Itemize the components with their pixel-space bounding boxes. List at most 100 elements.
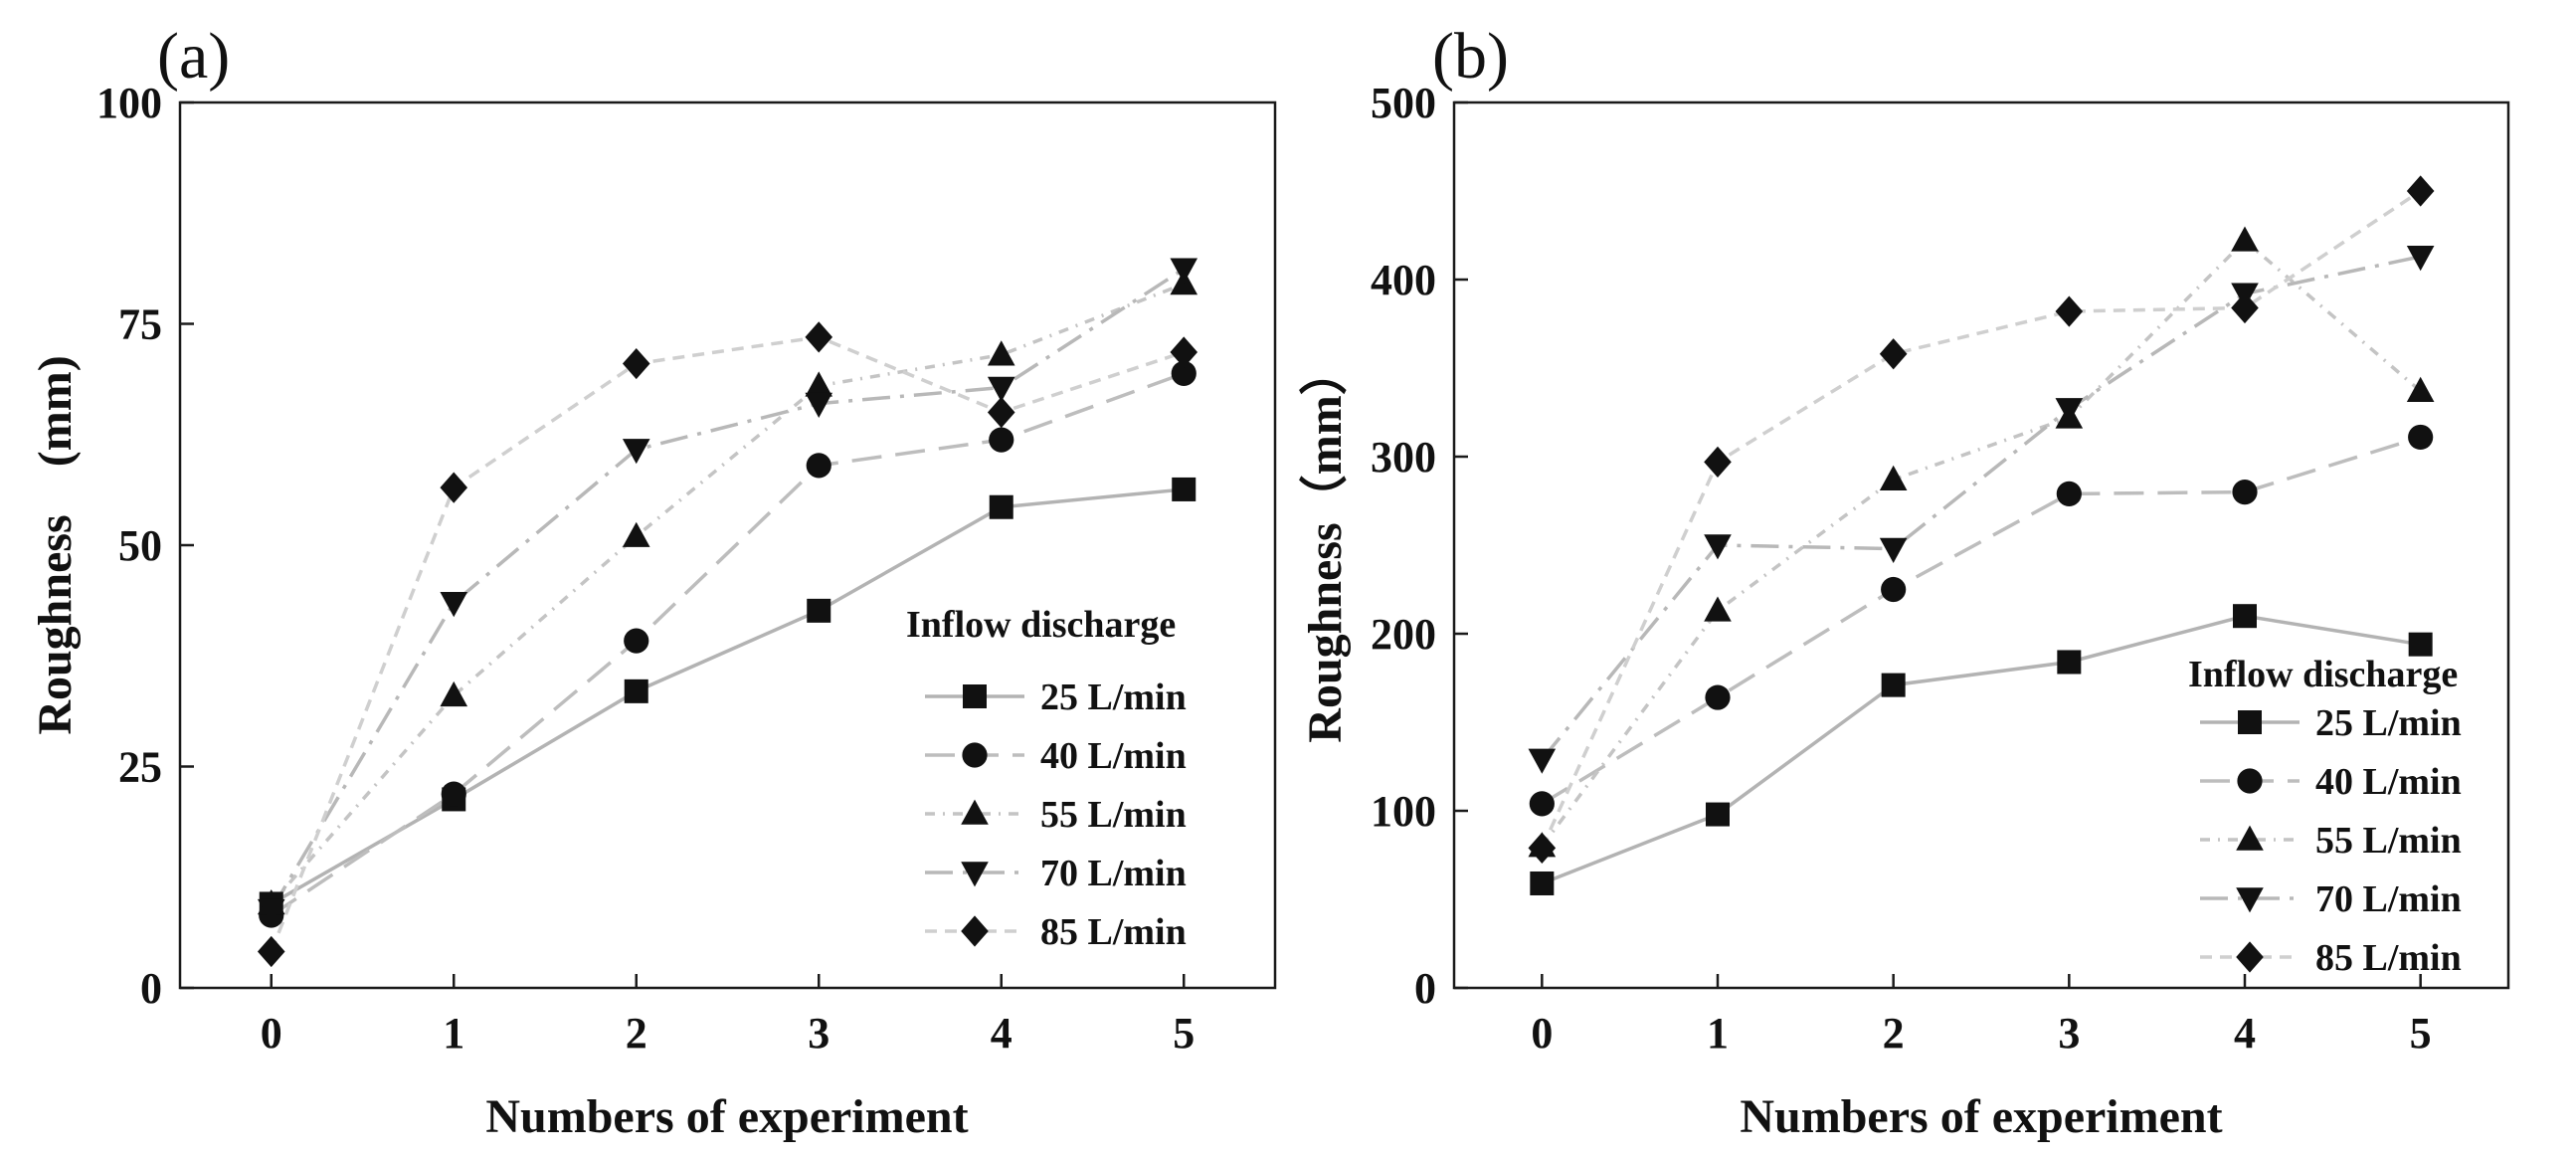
x-ticks-a: 0 1 2 3 4 5 <box>261 974 1195 1058</box>
panel-label-b: (b) <box>1432 20 1509 93</box>
triangle-up-data-point <box>1879 465 1908 490</box>
circle-data-point <box>624 628 649 654</box>
x-tick-label: 4 <box>991 1009 1012 1058</box>
diamond-data-point <box>257 935 285 968</box>
y-axis-title-a: Roughness (mm) <box>29 355 82 734</box>
triangle-up-data-point <box>987 340 1015 366</box>
circle-data-point <box>1171 360 1196 386</box>
x-tick-label: 1 <box>1707 1009 1729 1058</box>
circle-data-point <box>2232 480 2258 505</box>
triangle-down-data-point <box>1528 748 1557 774</box>
legend-entry-label: 40 L/min <box>2315 761 2462 803</box>
square-data-point <box>1172 477 1196 501</box>
series-line-55-l-min <box>270 282 1185 905</box>
legend-entry-label: 70 L/min <box>1040 853 1187 894</box>
triangle-down-data-point <box>805 392 833 418</box>
y-tick-label: 50 <box>118 521 162 570</box>
triangle-down-data-point <box>2406 246 2435 272</box>
series-line-25-l-min <box>270 487 1185 905</box>
triangle-up-data-point <box>2231 226 2259 252</box>
y-tick-label: 400 <box>1371 256 1436 304</box>
chart-panel-a: (a) 0 25 50 75 100 0 1 2 3 4 5 Numbers of experim… <box>29 20 1277 1143</box>
circle-data-point <box>2408 424 2434 451</box>
x-axis-title-b: Numbers of experiment <box>1740 1090 2222 1143</box>
legend-diamond-icon <box>2236 941 2264 973</box>
legend-triangle-up-icon <box>961 799 989 825</box>
diamond-data-point <box>440 472 468 503</box>
square-data-point <box>624 678 648 703</box>
legend-entry-label: 55 L/min <box>1040 794 1187 836</box>
y-tick-label: 200 <box>1371 610 1436 659</box>
triangle-down-data-point <box>440 592 468 618</box>
y-ticks-a: 0 25 50 75 100 <box>96 79 194 1013</box>
legend-entry-label: 40 L/min <box>1040 735 1187 777</box>
triangle-down-data-point <box>2055 398 2084 424</box>
panel-label-a: (a) <box>157 20 230 93</box>
x-ticks-b: 0 1 2 3 4 5 <box>1531 974 2432 1058</box>
circle-data-point <box>806 453 831 479</box>
plot-frame-b <box>1452 100 2510 990</box>
triangle-up-data-point <box>2406 376 2435 402</box>
legend-triangle-down-icon <box>2236 887 2264 913</box>
y-ticks-b: 0 100 200 300 400 500 <box>1371 79 1468 1013</box>
legend-circle-icon <box>962 742 988 768</box>
legend-entry-label: 85 L/min <box>1040 911 1187 953</box>
circle-data-point <box>1705 684 1731 710</box>
legend-entry-label: 25 L/min <box>2315 702 2462 744</box>
legend-a: Inflow discharge 25 L/min 40 L/min 55 L/mi… <box>906 604 1187 953</box>
y-axis-title-b: Roughness（mm） <box>1299 347 1352 742</box>
diamond-data-point <box>2406 175 2435 207</box>
diamond-data-point <box>1704 446 1732 478</box>
circle-data-point <box>1529 791 1555 817</box>
legend-entry-label: 85 L/min <box>2315 937 2462 979</box>
legend-entry-label: 25 L/min <box>1040 677 1187 718</box>
triangle-up-data-point <box>622 521 650 547</box>
series-layer-a <box>257 258 1198 968</box>
x-tick-label: 2 <box>626 1009 647 1058</box>
series-line-25-l-min <box>1541 614 2421 885</box>
diamond-data-point <box>2055 295 2084 327</box>
triangle-up-data-point <box>805 371 833 397</box>
series-line-85-l-min <box>1540 189 2422 850</box>
triangle-down-data-point <box>257 898 285 925</box>
diamond-data-point <box>2231 291 2259 324</box>
x-tick-label: 0 <box>1531 1009 1553 1058</box>
legend-title-b: Inflow discharge <box>2188 654 2458 695</box>
circle-data-point <box>1881 576 1907 603</box>
y-tick-label: 100 <box>1371 787 1436 836</box>
square-data-point <box>2057 650 2082 675</box>
series-line-40-l-min <box>1541 435 2422 806</box>
legend-entry-label: 55 L/min <box>2315 820 2462 862</box>
x-tick-label: 5 <box>2410 1009 2432 1058</box>
y-tick-label: 0 <box>140 964 162 1013</box>
triangle-up-data-point <box>440 680 468 707</box>
legend-square-icon <box>2238 710 2262 734</box>
x-tick-label: 3 <box>808 1009 829 1058</box>
square-data-point <box>2408 632 2433 657</box>
legend-diamond-icon <box>961 915 989 947</box>
series-layer-b <box>1528 175 2435 895</box>
legend-entry-label: 70 L/min <box>2315 878 2462 920</box>
legend-circle-icon <box>2237 768 2263 794</box>
legend-square-icon <box>963 684 987 708</box>
y-tick-label: 100 <box>96 79 162 127</box>
diamond-data-point <box>1879 338 1908 370</box>
y-tick-label: 25 <box>118 743 162 792</box>
square-data-point <box>807 598 831 623</box>
y-tick-label: 500 <box>1371 79 1436 127</box>
diamond-data-point <box>1170 336 1198 368</box>
square-data-point <box>1881 673 1906 697</box>
diamond-data-point <box>987 396 1015 429</box>
legend-title-a: Inflow discharge <box>906 604 1176 646</box>
series-line-70-l-min <box>270 267 1186 911</box>
series-line-40-l-min <box>270 371 1185 917</box>
circle-data-point <box>989 427 1014 453</box>
triangle-down-data-point <box>987 376 1015 402</box>
square-data-point <box>1706 802 1730 827</box>
triangle-down-data-point <box>622 439 650 465</box>
square-data-point <box>2233 604 2257 629</box>
triangle-down-data-point <box>1704 534 1732 560</box>
x-tick-label: 2 <box>1883 1009 1905 1058</box>
square-data-point <box>989 494 1013 519</box>
